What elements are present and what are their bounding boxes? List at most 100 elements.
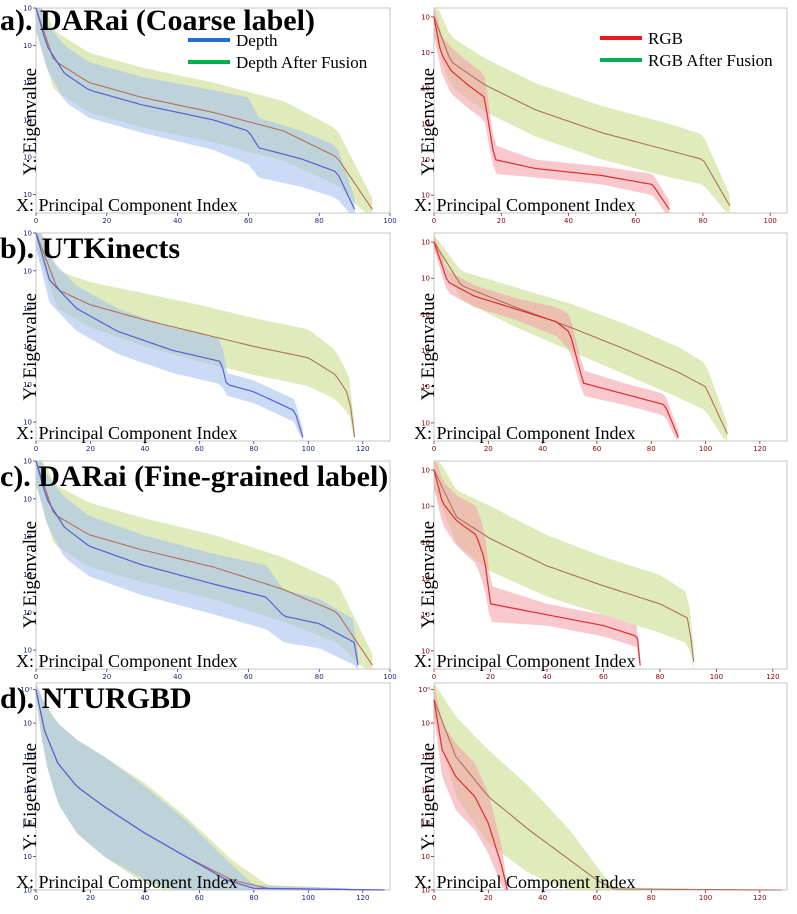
y-tick-label: 10: [23, 116, 32, 124]
x-tick-label: 0: [34, 894, 38, 902]
x-tick-label: 40: [538, 445, 547, 453]
base-line: [433, 699, 508, 891]
base-band: [36, 233, 303, 441]
base-band: [434, 8, 670, 213]
x-tick-label: 60: [592, 445, 601, 453]
y-tick-label: 10: [421, 611, 430, 619]
x-tick-label: 80: [655, 673, 664, 681]
x-tick-label: 0: [34, 217, 38, 225]
row-title: c). DARai (Fine-grained label): [0, 460, 388, 493]
y-tick-label: 10: [421, 347, 430, 355]
y-tick-label: 10: [23, 343, 32, 351]
x-tick-label: 20: [486, 673, 495, 681]
x-axis-label: X: Principal Component Index: [414, 423, 635, 443]
y-tick-label: 10: [421, 853, 430, 861]
row-title: b). UTKinects: [0, 232, 180, 265]
base-band: [36, 8, 355, 213]
fusion-line: [35, 460, 373, 666]
y-tick-label: 10: [421, 120, 430, 128]
y-axis-label: Y: Eigenvalue: [418, 68, 439, 175]
y-tick-label: 10: [23, 5, 32, 13]
x-tick-label: 60: [244, 217, 253, 225]
y-tick-label: 10: [23, 305, 32, 313]
x-tick-label: 20: [102, 673, 111, 681]
y-tick-label: 10: [421, 539, 430, 547]
y-tick-label: 10: [421, 720, 430, 728]
y-axis-label: Y: Eigenvalue: [418, 293, 439, 400]
y-tick-label: 10: [23, 381, 32, 389]
y-tick-label: 10: [23, 820, 32, 828]
x-tick-label: 40: [140, 445, 149, 453]
legend-right-label: RGB: [648, 29, 683, 48]
panel-3-right: 0 20 40 60 80 100 120 10 10 10 10 10 10 10⁰: [418, 682, 788, 902]
x-tick-label: 60: [599, 673, 608, 681]
x-tick-label: 80: [698, 217, 707, 225]
x-tick-label: 120: [753, 445, 766, 453]
legend-right-label: RGB After Fusion: [648, 51, 773, 70]
y-tick-label: 10: [421, 239, 430, 247]
x-tick-label: 120: [753, 894, 766, 902]
x-axis-label: X: Principal Component Index: [414, 872, 635, 892]
x-tick-label: 20: [497, 217, 506, 225]
y-tick-label: 10: [421, 753, 430, 761]
y-tick-label: 10: [421, 503, 430, 511]
y-tick-label: 10: [23, 720, 32, 728]
y-tick-label: 10: [23, 853, 32, 861]
y-tick-label: 10: [421, 275, 430, 283]
x-tick-label: 100: [699, 894, 712, 902]
y-tick-label: 10: [23, 230, 32, 238]
base-line: [433, 469, 641, 666]
x-tick-label: 100: [383, 217, 396, 225]
x-tick-label: 120: [356, 445, 369, 453]
panel-0-right: 0 20 40 60 80 100 10 10 10 10 10 10: [421, 7, 788, 225]
x-tick-label: 20: [484, 894, 493, 902]
x-tick-label: 0: [432, 894, 436, 902]
base-line: [35, 460, 359, 666]
y-axis-label: Y: Eigenvalue: [20, 293, 41, 400]
x-tick-label: 80: [249, 445, 258, 453]
y-tick-label: 10: [421, 575, 430, 583]
x-tick-label: 100: [302, 445, 315, 453]
y-tick-label: 10: [23, 753, 32, 761]
x-tick-label: 120: [356, 894, 369, 902]
y-tick-label: 10: [421, 419, 430, 427]
x-tick-label: 20: [102, 217, 111, 225]
x-axis-label: X: Principal Component Index: [414, 651, 635, 671]
y-tick-label: 10: [23, 267, 32, 275]
y-tick-label: 10: [23, 571, 32, 579]
y-axis-label: Y: Eigenvalue: [20, 68, 41, 175]
y-tick-label: 10⁰: [418, 686, 430, 694]
x-tick-label: 100: [710, 673, 723, 681]
x-tick-label: 0: [432, 445, 436, 453]
x-axis-label: X: Principal Component Index: [16, 651, 237, 671]
x-tick-label: 100: [699, 445, 712, 453]
y-tick-label: 10: [23, 419, 32, 427]
x-tick-label: 40: [173, 217, 182, 225]
y-axis-label: Y: Eigenvalue: [20, 743, 41, 850]
y-tick-label: 10: [23, 887, 32, 895]
y-tick-label: 10: [421, 49, 430, 57]
x-tick-label: 60: [631, 217, 640, 225]
fusion-line: [433, 469, 695, 662]
y-tick-label: 10: [23, 647, 32, 655]
panel-2-left: 0 20 40 60 80 100 10 10 10 10 10 10: [23, 458, 397, 682]
y-axis-label: Y: Eigenvalue: [418, 743, 439, 850]
row-title: d). NTURGBD: [0, 682, 192, 715]
base-line: [35, 7, 356, 210]
fusion-line: [35, 232, 356, 438]
fusion-band: [434, 683, 782, 890]
x-tick-label: 0: [34, 445, 38, 453]
x-tick-label: 60: [195, 445, 204, 453]
x-tick-label: 40: [542, 673, 551, 681]
x-tick-label: 60: [592, 894, 601, 902]
y-tick-label: 10: [23, 191, 32, 199]
base-band: [36, 683, 385, 890]
y-tick-label: 10: [421, 467, 430, 475]
legend-left-label: Depth: [236, 31, 278, 50]
x-tick-label: 80: [315, 217, 324, 225]
base-line: [433, 16, 670, 210]
y-tick-label: 10: [421, 383, 430, 391]
y-tick-label: 10: [23, 533, 32, 541]
x-tick-label: 80: [647, 894, 656, 902]
